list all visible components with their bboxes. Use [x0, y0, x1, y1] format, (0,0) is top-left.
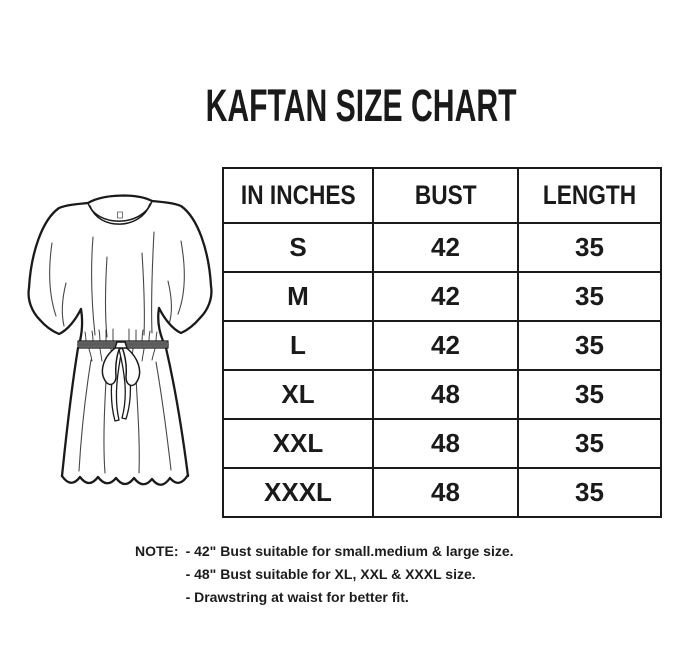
- size-cell: S: [222, 222, 374, 273]
- note-items: - 42" Bust suitable for small.medium & l…: [186, 540, 514, 609]
- table-row-s: S 42 35: [222, 222, 662, 273]
- length-cell: 35: [517, 467, 662, 518]
- size-cell: M: [222, 271, 374, 322]
- header-in-inches-label: IN INCHES: [240, 180, 356, 210]
- table-row-m: M 42 35: [222, 271, 662, 322]
- table-row-xl: XL 48 35: [222, 369, 662, 420]
- table-header-length: LENGTH: [517, 167, 662, 224]
- table-row-xxxl: XXXL 48 35: [222, 467, 662, 518]
- header-bust-label: BUST: [414, 180, 477, 210]
- size-cell: XL: [222, 369, 374, 420]
- notes-section: NOTE: - 42" Bust suitable for small.medi…: [135, 540, 514, 609]
- kaftan-neck-label: [115, 211, 125, 222]
- kaftan-drawing-group: [27, 194, 213, 486]
- table-row-xxl: XXL 48 35: [222, 418, 662, 469]
- kaftan-line-drawing: [27, 194, 213, 486]
- table-header-bust: BUST: [372, 167, 519, 224]
- size-cell: XXL: [222, 418, 374, 469]
- kaftan-drawstring-bow: [101, 341, 141, 422]
- note-label: NOTE:: [135, 543, 179, 559]
- size-cell: XXXL: [222, 467, 374, 518]
- bust-cell: 48: [372, 418, 519, 469]
- page-title-text: KAFTAN SIZE CHART: [205, 80, 517, 131]
- bust-cell: 42: [372, 320, 519, 371]
- length-cell: 35: [517, 222, 662, 273]
- table-row-l: L 42 35: [222, 320, 662, 371]
- length-cell: 35: [517, 271, 662, 322]
- note-item: - 42" Bust suitable for small.medium & l…: [185, 543, 514, 559]
- page-title: KAFTAN SIZE CHART: [0, 80, 679, 131]
- header-length-label: LENGTH: [542, 180, 637, 210]
- bust-cell: 42: [372, 222, 519, 273]
- bust-cell: 42: [372, 271, 519, 322]
- bust-cell: 48: [372, 369, 519, 420]
- size-cell: L: [222, 320, 374, 371]
- length-cell: 35: [517, 320, 662, 371]
- note-item: - Drawstring at waist for better fit.: [185, 589, 409, 605]
- size-chart-table: IN INCHES BUST LENGTH S 42 35 M 42 35 L …: [222, 167, 662, 518]
- bust-cell: 48: [372, 467, 519, 518]
- kaftan-fold-lines: [49, 231, 185, 474]
- note-item: - 48" Bust suitable for XL, XXL & XXXL s…: [185, 566, 476, 582]
- length-cell: 35: [517, 418, 662, 469]
- length-cell: 35: [517, 369, 662, 420]
- table-header-size-unit: IN INCHES: [222, 167, 374, 224]
- kaftan-outline: [27, 194, 213, 486]
- table-header-row: IN INCHES BUST LENGTH: [222, 167, 662, 224]
